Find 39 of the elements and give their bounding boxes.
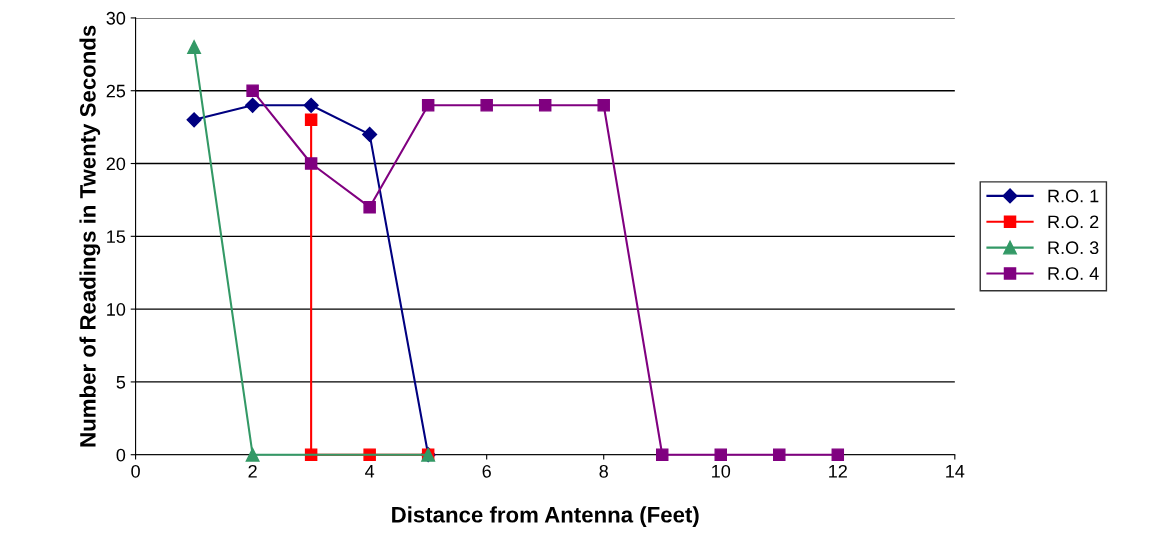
- point: [773, 448, 786, 461]
- point: [362, 126, 378, 142]
- point: [480, 99, 493, 112]
- point: [187, 40, 202, 54]
- point: [304, 157, 318, 170]
- point: [655, 448, 669, 461]
- point: [831, 448, 845, 461]
- point: [186, 112, 202, 128]
- x-tick-label: 4: [365, 465, 375, 478]
- x-tick-label: 6: [482, 464, 491, 478]
- point: [245, 447, 260, 462]
- y-tick-label: 0: [116, 448, 126, 462]
- point: [304, 113, 318, 127]
- x-tick-label: 2: [248, 464, 257, 478]
- y-tick-label: 25: [106, 84, 126, 98]
- x-tick-label: 8: [599, 464, 608, 478]
- legend-label: R.O. 3: [1048, 241, 1099, 255]
- point: [714, 448, 728, 461]
- legend-label: R.O. 1: [1048, 189, 1099, 203]
- x-tick-label: 12: [829, 464, 847, 478]
- point: [597, 99, 610, 112]
- legend-label: R.O. 2: [1048, 215, 1099, 229]
- point: [303, 97, 319, 113]
- point: [538, 99, 552, 112]
- x-tick-label: 0: [131, 464, 140, 478]
- y-tick-label: 15: [107, 230, 126, 244]
- point: [421, 99, 435, 112]
- point: [246, 84, 259, 97]
- y-tick-label: 5: [116, 376, 126, 389]
- point: [245, 97, 261, 113]
- x-tick-label: 10: [712, 464, 731, 478]
- legend-label: R.O. 4: [1048, 267, 1099, 280]
- y-axis-title: Number of Readings in Twenty Seconds: [79, 25, 101, 447]
- x-axis-title: Distance from Antenna (Feet): [392, 506, 699, 527]
- y-tick-label: 20: [106, 157, 126, 171]
- y-tick-label: 30: [106, 11, 126, 25]
- y-tick-label: 10: [107, 303, 126, 316]
- point: [363, 200, 376, 214]
- x-tick-label: 14: [946, 465, 965, 478]
